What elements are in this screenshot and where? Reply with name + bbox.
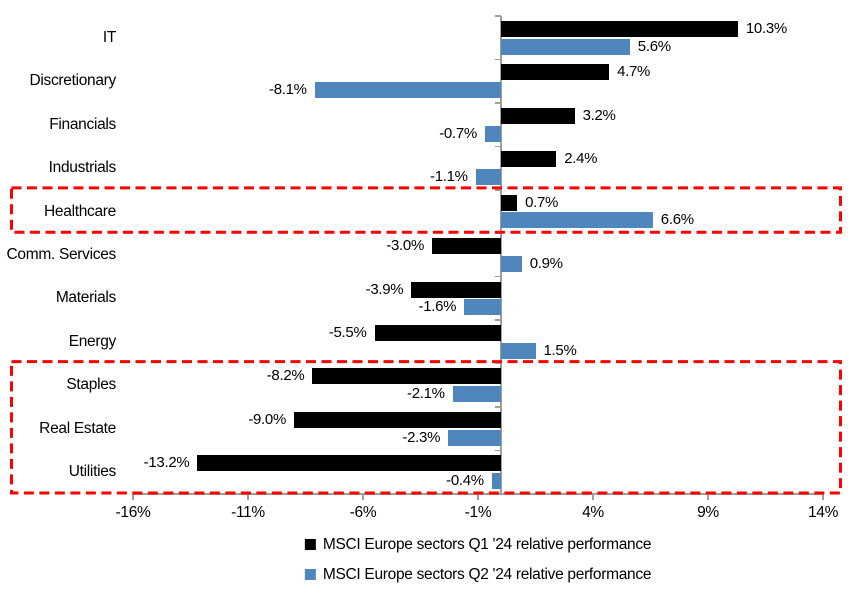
bar-q1-materials (411, 281, 501, 298)
category-axis-tick (495, 319, 501, 321)
value-axis-tick-label: -16% (115, 504, 151, 521)
category-axis-line (500, 16, 502, 494)
category-label-it: IT (102, 28, 116, 46)
category-label-discretionary: Discretionary (29, 72, 116, 90)
value-label-q2-energy: 1.5% (543, 341, 577, 359)
legend-swatch-q1-icon (304, 539, 316, 550)
category-axis-tick (495, 102, 501, 104)
value-label-q1-discretionary: 4.7% (617, 63, 651, 81)
bar-q2-comm-services (501, 255, 522, 272)
bar-q2-discretionary (314, 82, 501, 99)
value-axis-tick-label: -6% (349, 504, 377, 521)
bar-q1-healthcare (501, 194, 518, 211)
value-label-q1-real-estate: -9.0% (248, 410, 286, 428)
value-label-q2-utilities: -0.4% (446, 472, 484, 490)
bar-q2-healthcare (501, 212, 653, 229)
category-axis-tick (495, 189, 501, 191)
value-axis-tick-label: -1% (464, 504, 492, 521)
bar-q1-discretionary (501, 64, 610, 81)
bar-q1-financials (501, 107, 575, 124)
value-label-q2-industrials: -1.1% (430, 167, 468, 185)
value-label-q2-materials: -1.6% (418, 298, 457, 316)
value-axis-tick (592, 494, 594, 500)
category-label-energy: Energy (68, 332, 117, 350)
bar-q1-industrials (501, 151, 557, 168)
value-label-q1-industrials: 2.4% (564, 150, 598, 168)
bar-q2-energy (501, 342, 536, 359)
legend-item-q1: MSCI Europe sectors Q1 '24 relative perf… (304, 535, 652, 554)
value-label-q1-it: 10.3% (745, 19, 787, 37)
bar-q2-materials (464, 299, 501, 316)
bar-q1-staples (312, 368, 501, 385)
legend-swatch-q2-icon (304, 569, 316, 580)
bar-q2-real-estate (448, 429, 501, 446)
value-axis-tick (707, 494, 709, 500)
value-axis-tick (822, 494, 824, 500)
category-axis-tick (495, 493, 501, 495)
value-label-q1-staples: -8.2% (266, 367, 305, 385)
value-label-q1-healthcare: 0.7% (525, 193, 559, 211)
value-label-q1-comm-services: -3.0% (386, 237, 424, 255)
value-axis-tick-label: 14% (807, 504, 839, 521)
bar-q1-it (501, 20, 738, 37)
value-label-q2-comm-services: 0.9% (529, 254, 563, 272)
category-axis-tick (495, 15, 501, 17)
category-label-comm-services: Comm. Services (6, 246, 117, 263)
category-label-staples: Staples (66, 376, 116, 394)
legend-label-q2: MSCI Europe sectors Q2 '24 relative perf… (322, 566, 652, 583)
value-axis-tick-label: -11% (231, 504, 265, 521)
category-axis-tick (495, 406, 501, 408)
value-label-q2-real-estate: -2.3% (402, 428, 441, 446)
category-label-utilities: Utilities (68, 463, 117, 481)
value-axis-tick (362, 494, 364, 500)
value-axis-tick-label: 4% (582, 504, 604, 521)
category-axis-tick (495, 232, 501, 235)
bar-q1-comm-services (432, 238, 501, 255)
category-axis-tick (495, 58, 501, 61)
legend-item-q2: MSCI Europe sectors Q2 '24 relative perf… (304, 565, 652, 584)
category-axis-tick (495, 145, 501, 148)
value-axis-tick (477, 494, 479, 500)
value-label-q1-materials: -3.9% (365, 280, 404, 298)
value-label-q1-utilities: -13.2% (143, 454, 190, 472)
bar-q1-utilities (197, 455, 501, 472)
bar-q2-industrials (475, 168, 501, 185)
category-axis-tick (495, 362, 501, 365)
category-label-industrials: Industrials (48, 159, 117, 177)
category-axis-tick (495, 449, 501, 452)
value-label-q2-it: 5.6% (637, 37, 671, 55)
value-label-q2-financials: -0.7% (439, 124, 477, 142)
bar-q1-energy (374, 324, 501, 341)
bar-q2-utilities (491, 473, 501, 490)
category-label-financials: Financials (49, 115, 116, 133)
legend-label-q1: MSCI Europe sectors Q1 '24 relative perf… (322, 536, 652, 553)
value-axis-tick (132, 494, 134, 500)
category-label-healthcare: Healthcare (44, 202, 116, 220)
value-label-q2-staples: -2.1% (407, 385, 445, 403)
category-label-materials: Materials (55, 289, 116, 307)
bar-q2-financials (484, 125, 501, 142)
value-axis-tick-label: 9% (697, 504, 719, 521)
value-label-q1-energy: -5.5% (328, 323, 367, 341)
category-axis-tick (495, 275, 501, 278)
value-label-q2-healthcare: 6.6% (660, 211, 694, 229)
value-label-q2-discretionary: -8.1% (269, 81, 307, 99)
value-axis-tick (247, 494, 249, 500)
bar-q2-it (501, 38, 630, 55)
bar-q2-staples (452, 386, 501, 403)
legend: MSCI Europe sectors Q1 '24 relative perf… (304, 535, 652, 584)
category-label-real-estate: Real Estate (39, 419, 116, 437)
value-label-q1-financials: 3.2% (582, 106, 616, 124)
bar-q1-real-estate (294, 411, 501, 428)
